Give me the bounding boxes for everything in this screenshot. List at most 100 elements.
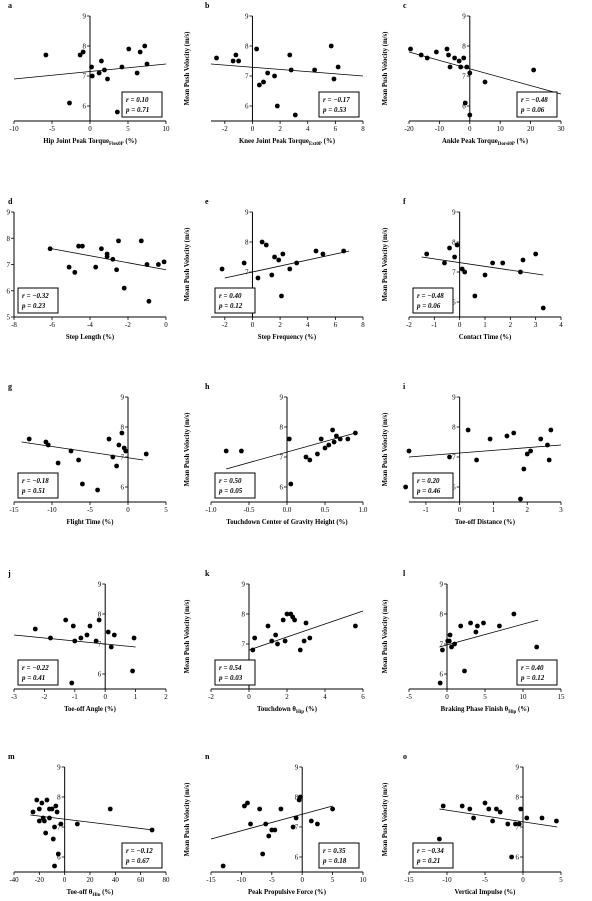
data-point <box>63 617 69 623</box>
panel-letter: l <box>403 569 406 578</box>
p-value: p = 0.67 <box>125 857 150 865</box>
data-point <box>96 70 102 76</box>
data-point <box>459 803 465 809</box>
data-point <box>126 46 132 52</box>
p-value: p = 0.06 <box>520 106 545 114</box>
r-value: r = −0.48 <box>521 96 548 104</box>
data-point <box>55 460 61 466</box>
y-axis-label: Mean Push Velocity (m/s) <box>382 783 389 857</box>
x-axis-label: Step Frequency (%) <box>258 334 316 341</box>
data-point <box>39 800 45 806</box>
y-tick-label: 9 <box>245 13 249 21</box>
y-tick-label: 7 <box>121 454 125 462</box>
x-tick-label: 4 <box>559 321 563 329</box>
data-point <box>334 433 339 439</box>
data-point <box>449 644 454 650</box>
data-point <box>95 487 100 493</box>
data-point <box>505 821 511 827</box>
y-tick-label: 7 <box>98 641 102 649</box>
data-point <box>546 457 552 463</box>
data-point <box>540 305 546 311</box>
data-point <box>43 52 49 58</box>
r-value: r = 0.40 <box>219 292 242 300</box>
data-point <box>315 451 320 457</box>
x-label-unit: (%) <box>516 706 529 713</box>
x-tick-label: 5 <box>164 506 168 514</box>
panel-letter: a <box>8 1 12 10</box>
r-value: r = 0.40 <box>521 664 544 672</box>
data-point <box>462 668 467 674</box>
x-label-main: Peak Propulsive Force (%) <box>248 889 326 896</box>
panel-k: k-202466789Mean Push Velocity (m/s)Touch… <box>184 569 365 715</box>
data-point <box>468 620 473 626</box>
y-tick-label: 9 <box>516 764 520 772</box>
data-point <box>447 454 452 460</box>
x-tick-label: -2 <box>222 321 228 329</box>
data-point <box>272 254 277 260</box>
y-tick-label: 7 <box>516 824 520 832</box>
data-point <box>269 272 275 278</box>
x-tick-label: 1.0 <box>359 506 368 514</box>
y-axis-label: Mean Push Velocity (m/s) <box>184 413 191 487</box>
data-point <box>67 100 72 106</box>
data-point <box>48 635 53 641</box>
x-tick-label: -1.0 <box>205 506 217 514</box>
data-point <box>446 52 451 58</box>
data-point <box>74 821 80 827</box>
data-point <box>481 620 486 626</box>
p-value: p = 0.41 <box>21 674 45 682</box>
panel-d: d-8-6-4-2056789Mean Push Velocity (m/s)S… <box>7 197 169 341</box>
panel-letter: d <box>8 197 13 206</box>
stats-box <box>214 287 256 314</box>
data-point <box>261 79 266 85</box>
data-point <box>214 55 219 61</box>
data-point <box>461 55 467 61</box>
data-point <box>313 248 319 254</box>
x-tick-label: 10 <box>520 693 528 701</box>
y-tick-label: 8 <box>452 424 456 432</box>
data-point <box>545 442 550 448</box>
data-point <box>233 52 239 58</box>
data-point <box>474 457 479 463</box>
data-point <box>273 632 278 638</box>
data-point <box>274 103 280 109</box>
y-tick-label: 7 <box>280 454 284 462</box>
data-point <box>518 496 523 502</box>
p-value: p = 0.46 <box>416 487 441 495</box>
data-point <box>161 259 167 265</box>
data-point <box>292 617 297 623</box>
x-tick-label: 20 <box>87 876 95 884</box>
data-point <box>490 818 495 824</box>
x-label-main: Knee Joint Peak Torque <box>239 138 309 145</box>
r-value: r = −0.18 <box>22 477 49 485</box>
data-point <box>320 251 326 257</box>
data-point <box>223 448 229 454</box>
data-point <box>287 52 293 58</box>
data-point <box>500 260 506 266</box>
data-point <box>102 67 107 73</box>
x-label-unit: (%) <box>322 138 335 145</box>
data-point <box>307 635 313 641</box>
x-tick-label: 0.5 <box>321 506 330 514</box>
x-tick-label: -2 <box>208 693 214 701</box>
x-axis-label: Touchdown θHip (%) <box>257 706 317 715</box>
data-point <box>78 635 84 641</box>
panel-j: j-3-2-10126789Mean Push Velocity (m/s)To… <box>7 569 168 713</box>
x-tick-label: 30 <box>558 125 566 133</box>
x-tick-label: 0 <box>251 321 255 329</box>
x-axis-label: Contact Time (%) <box>459 334 512 341</box>
x-tick-label: 6 <box>334 125 338 133</box>
stats-box <box>17 287 59 314</box>
p-value: p = 0.21 <box>416 857 440 865</box>
data-point <box>472 293 478 299</box>
data-point <box>497 809 503 815</box>
data-point <box>106 436 112 442</box>
data-point <box>433 49 439 55</box>
y-tick-label: 7 <box>452 269 456 277</box>
x-axis-label: Peak Propulsive Force (%) <box>248 889 326 896</box>
data-point <box>49 806 55 812</box>
data-point <box>87 623 93 629</box>
data-point <box>284 611 290 617</box>
x-label-main: Toe-off θ <box>67 889 93 896</box>
data-point <box>497 623 502 629</box>
